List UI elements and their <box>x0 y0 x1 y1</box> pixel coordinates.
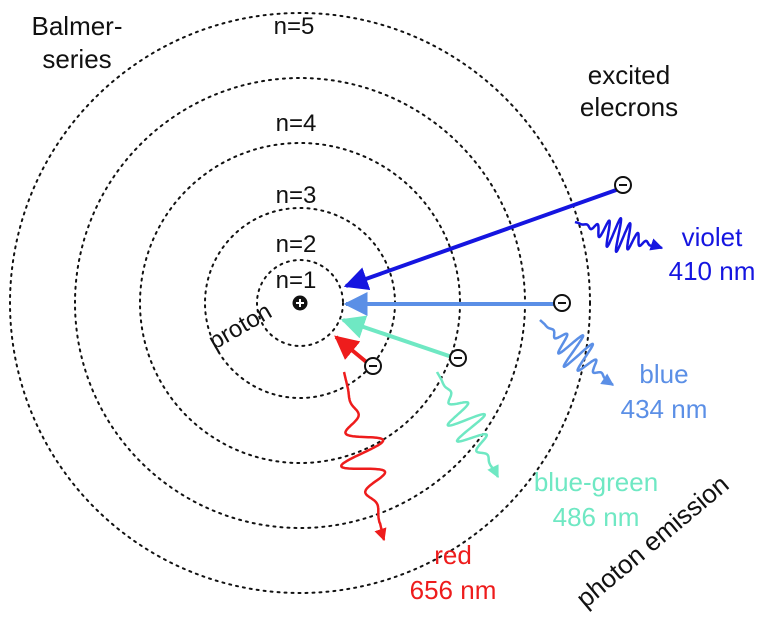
proton-icon <box>292 295 308 311</box>
excited-label-line2: elecrons <box>580 92 678 122</box>
violet-wavelength-label: 410 nm <box>669 256 756 286</box>
level-label-n3: n=3 <box>276 182 317 209</box>
level-label-n4: n=4 <box>276 110 317 137</box>
blue-green-color-label: blue-green <box>534 467 658 497</box>
series-title-line1: Balmer- <box>31 11 122 41</box>
series-title-line2: series <box>42 44 111 74</box>
level-label-n5: n=5 <box>274 13 315 40</box>
electron-icon-blue-green <box>449 349 467 367</box>
electron-icon-blue <box>553 294 571 312</box>
level-label-n1: n=1 <box>276 267 317 294</box>
blue-color-label: blue <box>639 359 688 389</box>
orbit-n1 <box>256 259 344 347</box>
transition-arrow-violet <box>343 187 620 291</box>
proton-label: proton <box>204 298 276 355</box>
excited-label-line1: excited <box>588 60 670 90</box>
photon-wave-blue <box>539 319 615 387</box>
blue-green-wavelength-label: 486 nm <box>553 502 640 532</box>
orbit-n5 <box>9 12 591 594</box>
photon-wave-blue-green <box>435 371 500 479</box>
electron-icon-violet <box>614 176 632 194</box>
red-color-label: red <box>434 540 472 570</box>
level-label-n2: n=2 <box>276 231 317 258</box>
electron-icon-red <box>364 357 382 375</box>
violet-color-label: violet <box>682 222 743 252</box>
transition-arrow-red <box>334 335 372 367</box>
photon-wave-red <box>340 371 387 542</box>
red-wavelength-label: 656 nm <box>410 575 497 605</box>
photon-wave-violet <box>574 217 664 253</box>
blue-wavelength-label: 434 nm <box>621 394 708 424</box>
transition-arrow-blue-green <box>340 315 453 359</box>
